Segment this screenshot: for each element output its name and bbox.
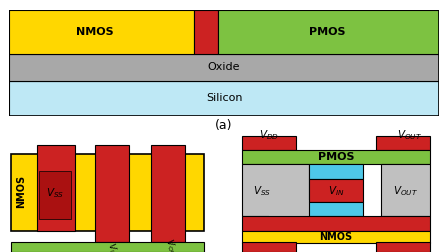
Text: $V_{SS}$: $V_{SS}$ — [253, 185, 271, 198]
Bar — [242, 242, 296, 252]
Text: PMOS: PMOS — [309, 27, 345, 37]
Text: Oxide: Oxide — [208, 62, 240, 72]
Bar — [242, 216, 430, 231]
Bar — [242, 136, 296, 150]
Text: $V_{IN}$: $V_{IN}$ — [328, 184, 344, 198]
Text: NMOS: NMOS — [76, 27, 114, 37]
Bar — [9, 10, 194, 54]
Bar — [376, 242, 430, 252]
Bar — [9, 81, 439, 116]
Bar — [309, 202, 363, 216]
Bar — [242, 150, 430, 164]
Bar — [309, 179, 363, 202]
Bar — [39, 171, 71, 219]
Bar — [269, 200, 309, 216]
Text: $V_{OUT}$: $V_{OUT}$ — [397, 129, 422, 142]
Text: $V_{SS}$: $V_{SS}$ — [46, 186, 64, 200]
Text: (a): (a) — [215, 119, 233, 132]
Bar — [218, 10, 439, 54]
Bar — [9, 54, 439, 81]
Bar — [242, 164, 309, 216]
Bar — [381, 164, 430, 216]
Text: $V_{DD}$: $V_{DD}$ — [259, 129, 279, 142]
Bar — [376, 136, 430, 150]
Bar — [95, 145, 129, 242]
Text: $V_{\mathrm{OUT}}$: $V_{\mathrm{OUT}}$ — [163, 237, 181, 252]
Text: NMOS: NMOS — [17, 175, 26, 208]
Text: NMOS: NMOS — [319, 232, 353, 242]
Bar — [11, 153, 204, 231]
Text: PMOS: PMOS — [318, 152, 354, 162]
Text: $V_{\mathrm{IN}}$: $V_{\mathrm{IN}}$ — [103, 241, 120, 252]
Bar — [242, 231, 430, 243]
Bar — [11, 242, 204, 252]
Bar — [309, 164, 363, 179]
Text: $V_{OUT}$: $V_{OUT}$ — [393, 185, 418, 198]
Text: Silicon: Silicon — [206, 93, 242, 103]
Bar — [194, 10, 218, 54]
Bar — [151, 145, 185, 242]
Bar — [37, 145, 75, 231]
